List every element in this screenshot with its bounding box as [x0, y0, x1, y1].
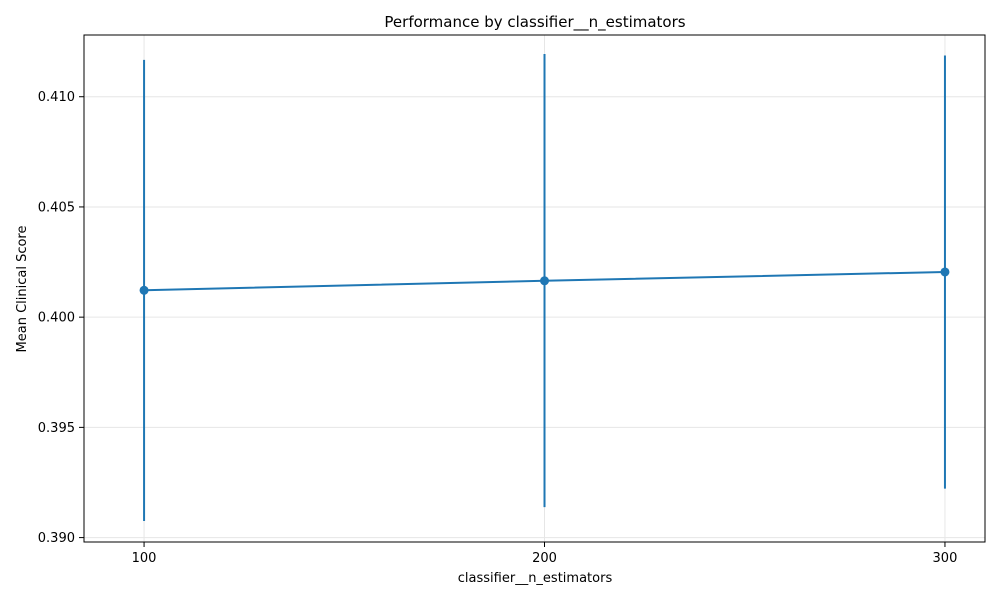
x-tick-label: 300: [933, 551, 958, 566]
y-tick-label: 0.405: [38, 200, 75, 215]
y-tick-label: 0.410: [38, 90, 75, 105]
x-tick-label: 200: [532, 551, 557, 566]
y-tick-label: 0.395: [38, 421, 75, 436]
chart-title: Performance by classifier__n_estimators: [384, 13, 685, 32]
data-point: [540, 276, 550, 286]
y-tick-label: 0.390: [38, 531, 75, 546]
x-tick-label: 100: [132, 551, 157, 566]
x-axis-label: classifier__n_estimators: [458, 571, 613, 586]
data-point: [940, 267, 950, 277]
plot-frame: [83, 34, 986, 543]
series-layer: [139, 53, 950, 522]
ticks-layer: 100 200 300 0.390 0.395 0.400 0.405 0.410: [38, 90, 958, 566]
data-point: [139, 285, 149, 295]
y-tick-label: 0.400: [38, 311, 75, 326]
y-axis-label: Mean Clinical Score: [15, 226, 30, 353]
